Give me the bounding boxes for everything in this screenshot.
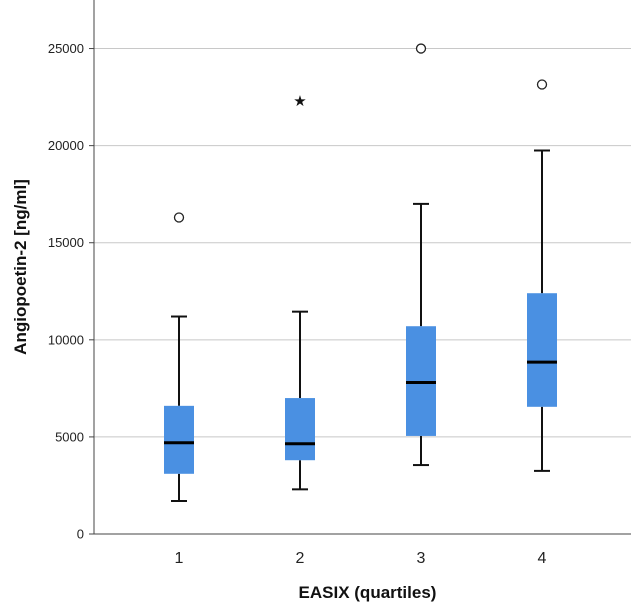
outlier-point: [173, 212, 185, 223]
y-axis-title: Angiopoetin-2 [ng/ml]: [11, 179, 30, 355]
outlier-extreme: ★: [293, 92, 306, 110]
x-axis-title: EASIX (quartiles): [299, 583, 437, 602]
y-tick-label: 5000: [55, 429, 84, 444]
y-tick-label: 20000: [48, 138, 84, 153]
x-tick-label: 3: [417, 550, 426, 567]
box-group-4: [527, 79, 557, 472]
x-tick-label: 2: [296, 550, 305, 567]
y-tick-label: 15000: [48, 235, 84, 250]
box-iqr: [285, 398, 315, 461]
box-group-2: ★: [285, 92, 315, 491]
x-tick-label: 4: [538, 550, 547, 567]
y-tick-label: 10000: [48, 332, 84, 347]
x-tick-label: 1: [175, 550, 184, 567]
outlier-point: [415, 43, 427, 54]
box-iqr: [164, 405, 194, 474]
boxes: ★: [164, 43, 557, 502]
y-tick-label: 25000: [48, 41, 84, 56]
axes: [89, 0, 631, 535]
box-iqr: [527, 293, 557, 407]
box-group-1: [164, 212, 194, 502]
y-tick-label: 0: [77, 527, 84, 542]
box-group-3: [406, 43, 436, 467]
labels: 0 5000 10000 15000 20000 25000 1 2 3 4: [48, 41, 547, 567]
outlier-point: [536, 79, 548, 90]
